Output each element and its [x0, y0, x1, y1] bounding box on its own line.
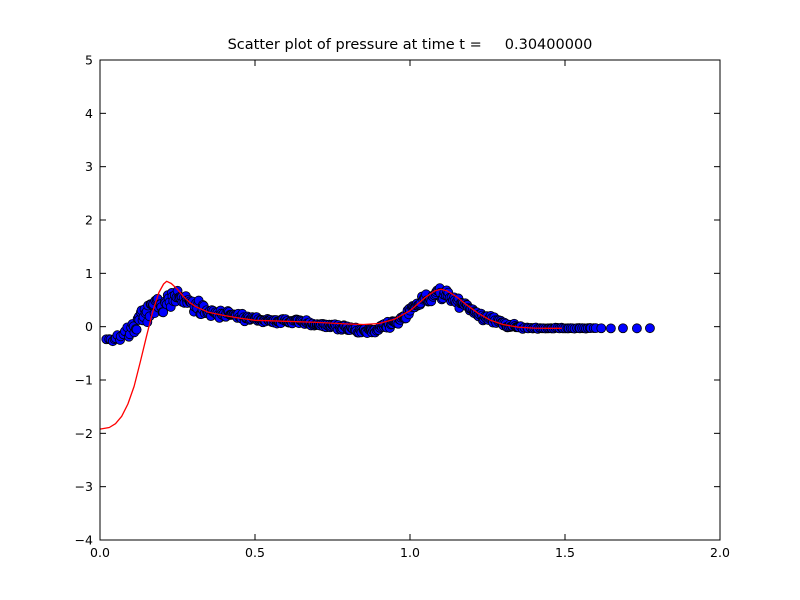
- scatter-point: [596, 323, 607, 334]
- scatter-point: [605, 323, 616, 334]
- y-tick-label: −3: [75, 479, 93, 494]
- x-tick-label: 1.5: [555, 545, 575, 560]
- y-tick-label: −1: [75, 373, 93, 388]
- x-tick-label: 0.5: [245, 545, 265, 560]
- y-tick-label: 3: [85, 159, 93, 174]
- tick-labels: 0.0 0.5 1.0 1.5 2.0 5 4 3 2 1 0 −1 −2 −3 −4: [75, 53, 730, 561]
- y-tick-label: 0: [85, 319, 93, 334]
- y-tick-label: 5: [85, 53, 93, 68]
- y-tick-label: 4: [85, 106, 93, 121]
- reference-line: [99, 280, 562, 430]
- scatter-point: [632, 323, 642, 334]
- scatter-point: [158, 307, 169, 318]
- y-tick-label: 1: [85, 266, 93, 281]
- scatter-point: [645, 323, 655, 334]
- x-tick-label: 2.0: [710, 545, 730, 560]
- y-tick-label: 2: [85, 213, 93, 228]
- x-tick-label: 1.0: [400, 545, 420, 560]
- chart-title: Scatter plot of pressure at time t = 0.3…: [227, 37, 593, 53]
- scatter-point: [618, 323, 628, 334]
- scatter-point: [131, 324, 142, 335]
- scatter-points: [101, 283, 655, 347]
- y-tick-label: −4: [75, 533, 93, 548]
- x-tick-label: 0.0: [90, 545, 110, 560]
- tick-marks: [99, 59, 721, 541]
- y-tick-label: −2: [75, 426, 93, 441]
